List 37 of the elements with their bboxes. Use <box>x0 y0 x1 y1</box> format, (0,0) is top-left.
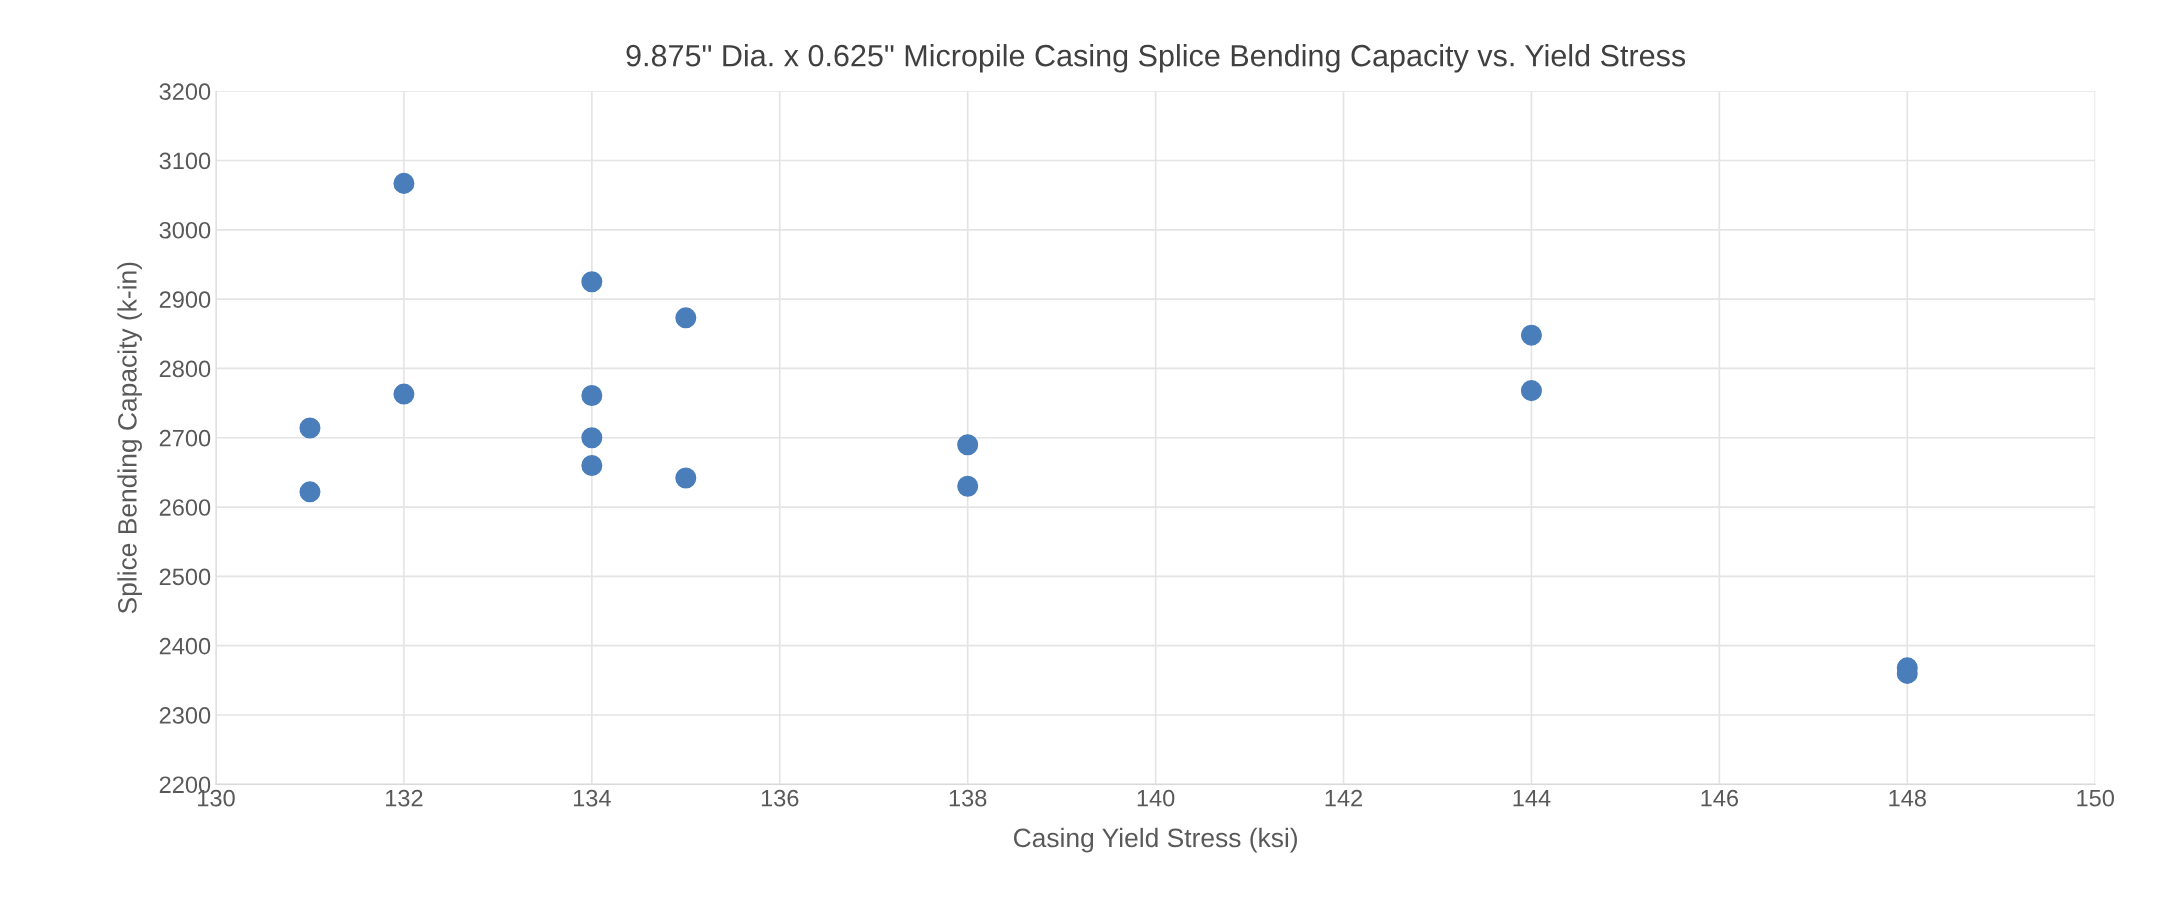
y-tick-label: 3000 <box>159 221 211 239</box>
point <box>957 475 979 497</box>
y-tick-label: 2700 <box>159 429 211 447</box>
y-tick-label: 2600 <box>159 499 211 516</box>
point <box>299 417 321 439</box>
y-tick-label: 2400 <box>159 637 211 655</box>
y-axis-title: Splice Bending Capacity (k-in) <box>117 262 142 614</box>
x-tick-label: 140 <box>1137 789 1175 807</box>
x-tick-label: 136 <box>761 789 799 807</box>
x-tick-label: 142 <box>1325 789 1363 807</box>
point <box>581 427 603 449</box>
point <box>581 454 603 477</box>
x-tick-label: 148 <box>1889 789 1926 807</box>
x-tick-label: 138 <box>949 789 987 807</box>
y-tick-label: 3100 <box>159 152 211 170</box>
point <box>675 467 697 489</box>
x-tick-label: 150 <box>2077 789 2114 807</box>
y-tick-label: 3200 <box>159 83 211 100</box>
x-axis-title: Casing Yield Stress (ksi) <box>1013 827 1297 853</box>
point <box>299 481 321 503</box>
point <box>1520 380 1542 402</box>
point <box>1520 324 1542 346</box>
y-tick-label: 2300 <box>159 707 211 724</box>
x-tick-label: 134 <box>573 789 611 807</box>
y-tick-label: 2500 <box>159 568 211 586</box>
y-tick-label: 2800 <box>159 360 211 378</box>
point <box>957 434 979 456</box>
point <box>393 172 415 194</box>
point <box>393 383 415 405</box>
point <box>581 271 603 293</box>
x-tick-label: 146 <box>1701 789 1739 807</box>
point <box>675 307 697 329</box>
chart-title: 9.875" Dia. x 0.625" Micropile Casing Splice Bending Capacity vs. Yield Stress <box>626 44 1686 73</box>
point <box>581 384 603 406</box>
x-tick-label: 132 <box>386 789 423 807</box>
y-tick-label: 2900 <box>159 291 211 308</box>
x-tick-label: 144 <box>1513 790 1551 807</box>
